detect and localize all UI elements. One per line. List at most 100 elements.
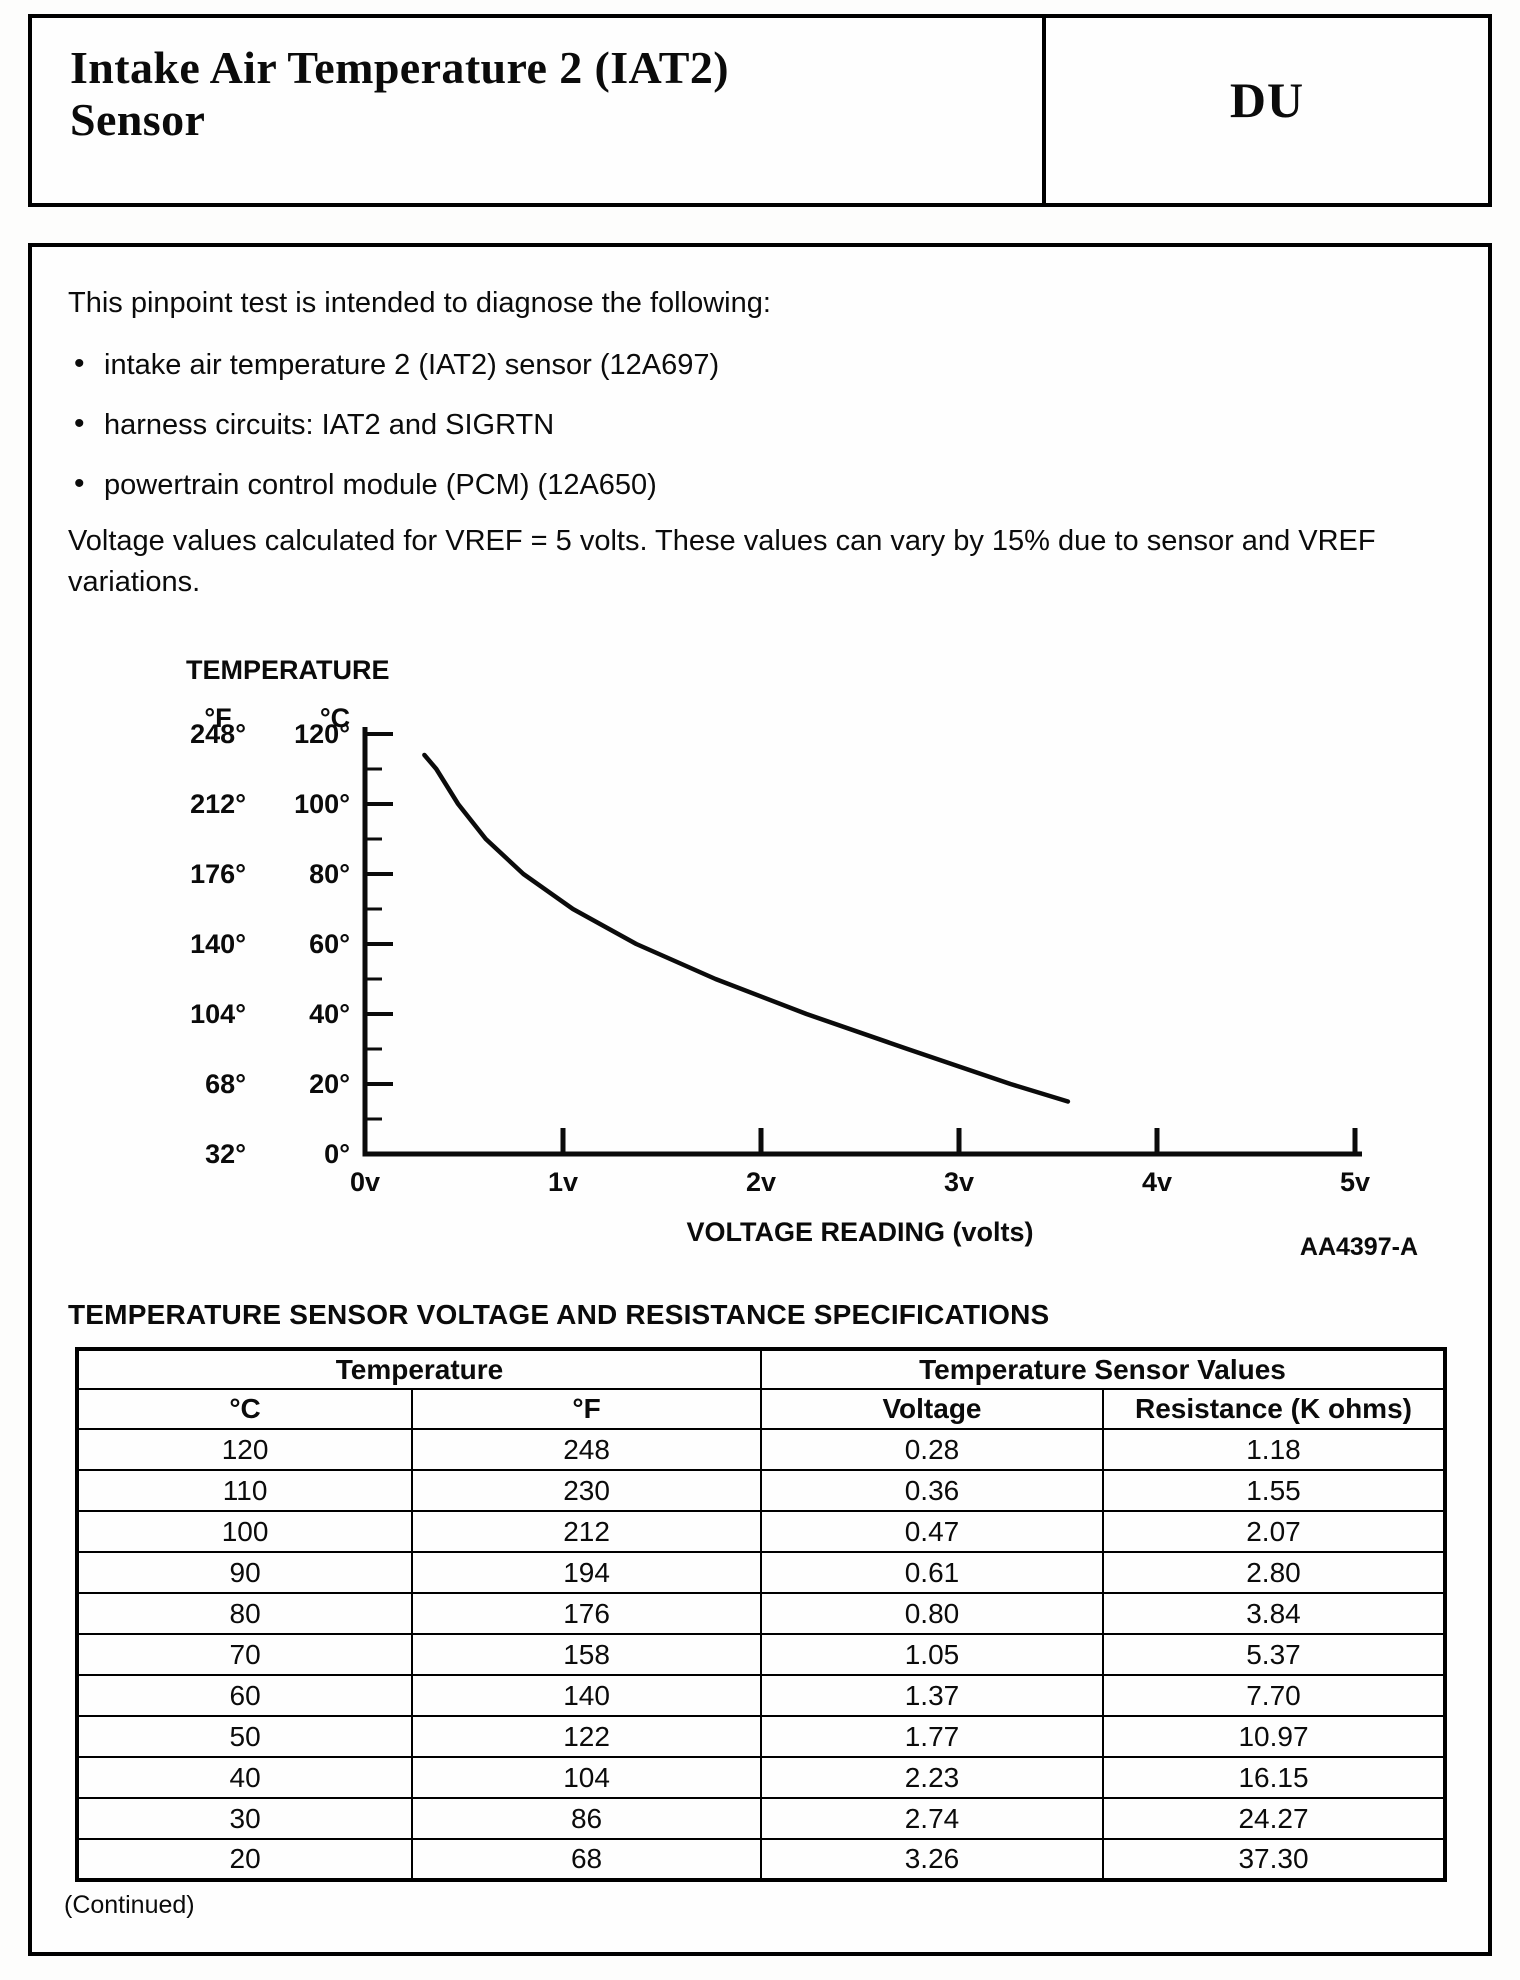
svg-text:104°: 104°	[190, 999, 246, 1029]
spec-table: Temperature Temperature Sensor Values °C…	[75, 1347, 1447, 1882]
header-box: Intake Air Temperature 2 (IAT2) Sensor D…	[28, 14, 1492, 207]
table-cell: 110	[75, 1469, 414, 1512]
bullet-icon: •	[74, 407, 85, 440]
table-cell: 50	[75, 1715, 414, 1758]
svg-text:TEMPERATURE: TEMPERATURE	[186, 655, 390, 685]
list-item: • intake air temperature 2 (IAT2) sensor…	[68, 347, 720, 382]
table-cell: 20	[75, 1838, 414, 1881]
intro-text: This pinpoint test is intended to diagno…	[68, 287, 771, 319]
table-cell: 80	[75, 1592, 414, 1635]
list-item-text: intake air temperature 2 (IAT2) sensor (…	[104, 349, 720, 381]
svg-text:140°: 140°	[190, 929, 246, 959]
table-cell: 1.05	[759, 1633, 1104, 1676]
svg-text:3v: 3v	[944, 1167, 974, 1197]
svg-text:VOLTAGE READING (volts): VOLTAGE READING (volts)	[686, 1217, 1033, 1247]
page-title: Intake Air Temperature 2 (IAT2) Sensor	[70, 42, 1042, 145]
table-cell: 176	[411, 1592, 762, 1635]
table-cell: 3.84	[1101, 1592, 1447, 1635]
table-cell: 37.30	[1101, 1838, 1447, 1881]
table-cell: 140	[411, 1674, 762, 1717]
table-cell: 248	[411, 1428, 762, 1471]
list-item: • powertrain control module (PCM) (12A65…	[68, 467, 719, 502]
table-cell: 2.07	[1101, 1510, 1447, 1553]
table-cell: 0.80	[759, 1592, 1104, 1635]
bullet-icon: •	[74, 467, 85, 500]
col-header-degf: °F	[411, 1388, 762, 1430]
col-header-degc: °C	[75, 1388, 414, 1430]
svg-text:1v: 1v	[548, 1167, 578, 1197]
table-cell: 158	[411, 1633, 762, 1676]
svg-text:40°: 40°	[309, 999, 350, 1029]
table-cell: 60	[75, 1674, 414, 1717]
table-cell: 0.28	[759, 1428, 1104, 1471]
table-row: 120 248 0.28 1.18	[75, 1428, 1447, 1471]
table-cell: 30	[75, 1797, 414, 1840]
table-cell: 90	[75, 1551, 414, 1594]
table-cell: 212	[411, 1510, 762, 1553]
table-row: 110 230 0.36 1.55	[75, 1469, 1447, 1512]
table-cell: 24.27	[1101, 1797, 1447, 1840]
table-cell: 5.37	[1101, 1633, 1447, 1676]
table-cell: 122	[411, 1715, 762, 1758]
table-cell: 1.18	[1101, 1428, 1447, 1471]
svg-text:32°: 32°	[205, 1139, 246, 1169]
table-cell: 104	[411, 1756, 762, 1799]
table-cell: 2.23	[759, 1756, 1104, 1799]
table-row: 100 212 0.47 2.07	[75, 1510, 1447, 1553]
svg-text:176°: 176°	[190, 859, 246, 889]
page-title-line1: Intake Air Temperature 2 (IAT2)	[70, 42, 729, 93]
table-cell: 120	[75, 1428, 414, 1471]
chart-y-axis: 120° 248° 100° 212° 80° 176° 60° 140° 40° 104° 20°…	[190, 719, 393, 1169]
chart-x-axis: 0v 1v 2v 3v 4v 5v	[350, 1128, 1370, 1197]
group-header-temperature: Temperature	[76, 1348, 762, 1390]
list-item: • harness circuits: IAT2 and SIGRTN	[68, 407, 719, 442]
svg-text:68°: 68°	[205, 1069, 246, 1099]
table-cell: 70	[75, 1633, 414, 1676]
table-cell: 16.15	[1101, 1756, 1447, 1799]
table-row: 40 104 2.23 16.15	[75, 1756, 1447, 1799]
table-cell: 1.37	[759, 1674, 1104, 1717]
table-cell: 2.74	[759, 1797, 1104, 1840]
svg-text:60°: 60°	[309, 929, 350, 959]
table-cell: 2.80	[1101, 1551, 1447, 1594]
spec-table-body: 120 248 0.28 1.18 110 230 0.36 1.55 100 212 0.47 2.…	[75, 1428, 1447, 1881]
table-cell: 230	[411, 1469, 762, 1512]
table-cell: 1.77	[759, 1715, 1104, 1758]
vref-note: Voltage values calculated for VREF = 5 v…	[68, 525, 1376, 598]
svg-text:212°: 212°	[190, 789, 246, 819]
list-item-text: harness circuits: IAT2 and SIGRTN	[104, 409, 555, 441]
svg-text:°C: °C	[320, 703, 350, 733]
col-header-resistance: Resistance (K ohms)	[1101, 1388, 1447, 1430]
col-header-voltage: Voltage	[759, 1388, 1104, 1430]
chart-curve	[422, 752, 1071, 1104]
svg-text:80°: 80°	[309, 859, 350, 889]
svg-text:AA4397-A: AA4397-A	[1300, 1233, 1418, 1261]
temperature-voltage-chart: TEMPERATURE °F °C VOLTAGE READING (volts) AA…	[186, 655, 1418, 1261]
table-row: 30 86 2.74 24.27	[75, 1797, 1447, 1840]
content-box: This pinpoint test is intended to diagno…	[28, 243, 1492, 1956]
list-item-text: powertrain control module (PCM) (12A650)	[104, 469, 657, 501]
table-row: 20 68 3.26 37.30	[75, 1838, 1447, 1881]
table-row: 90 194 0.61 2.80	[75, 1551, 1447, 1594]
table-row: 60 140 1.37 7.70	[75, 1674, 1447, 1717]
section-code: DU	[1229, 71, 1305, 128]
svg-text:2v: 2v	[746, 1167, 776, 1197]
bullet-icon: •	[74, 347, 85, 380]
table-group-header-row: Temperature Temperature Sensor Values	[76, 1348, 1447, 1390]
svg-text:120°: 120°	[294, 719, 350, 749]
svg-text:100°: 100°	[294, 789, 350, 819]
table-row: 80 176 0.80 3.84	[75, 1592, 1447, 1635]
table-row: 50 122 1.77 10.97	[75, 1715, 1447, 1758]
table-cell: 86	[411, 1797, 762, 1840]
table-cell: 7.70	[1101, 1674, 1447, 1717]
table-cell: 0.47	[759, 1510, 1104, 1553]
table-cell: 0.61	[759, 1551, 1104, 1594]
table-cell: 10.97	[1101, 1715, 1447, 1758]
table-row: 70 158 1.05 5.37	[75, 1633, 1447, 1676]
header-title-cell: Intake Air Temperature 2 (IAT2) Sensor	[32, 18, 1042, 203]
table-cell: 40	[75, 1756, 414, 1799]
table-cell: 194	[411, 1551, 762, 1594]
svg-text:248°: 248°	[190, 719, 246, 749]
table-cell: 100	[75, 1510, 414, 1553]
group-header-sensor-values: Temperature Sensor Values	[759, 1348, 1447, 1390]
